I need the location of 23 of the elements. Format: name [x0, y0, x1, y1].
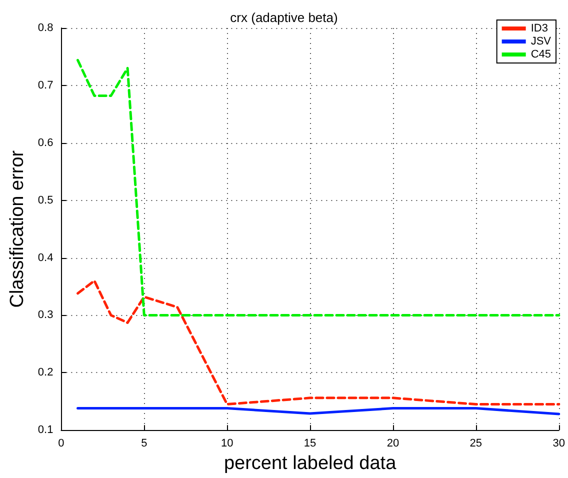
legend-label: ID3	[530, 22, 548, 34]
x-tick-label: 20	[386, 438, 400, 450]
y-tick-label: 0.7	[38, 79, 54, 92]
x-tick-label: 30	[552, 438, 566, 450]
y-tick-label: 0.8	[38, 22, 54, 34]
x-tick-label: 10	[220, 438, 234, 450]
x-tick-label: 5	[141, 438, 148, 450]
y-tick-label: 0.1	[38, 424, 54, 436]
y-tick-label: 0.6	[38, 136, 54, 149]
x-axis-title: percent labeled data	[224, 453, 397, 474]
x-tick-label: 25	[470, 438, 482, 450]
y-axis-title: Classification error	[7, 150, 28, 308]
line-series	[76, 280, 560, 406]
chart-title: crx (adaptive beta)	[230, 10, 338, 25]
line-series	[76, 58, 560, 316]
legend-label: JSV	[530, 36, 552, 48]
y-tick-label: 0.5	[38, 194, 54, 206]
y-tick-label: 0.2	[38, 366, 54, 379]
x-tick-label: 15	[304, 438, 316, 450]
y-tick-label: 0.4	[38, 252, 54, 264]
x-tick-label: 0	[58, 438, 64, 450]
y-tick-label: 0.3	[38, 309, 54, 322]
legend-label: C45	[530, 48, 552, 60]
